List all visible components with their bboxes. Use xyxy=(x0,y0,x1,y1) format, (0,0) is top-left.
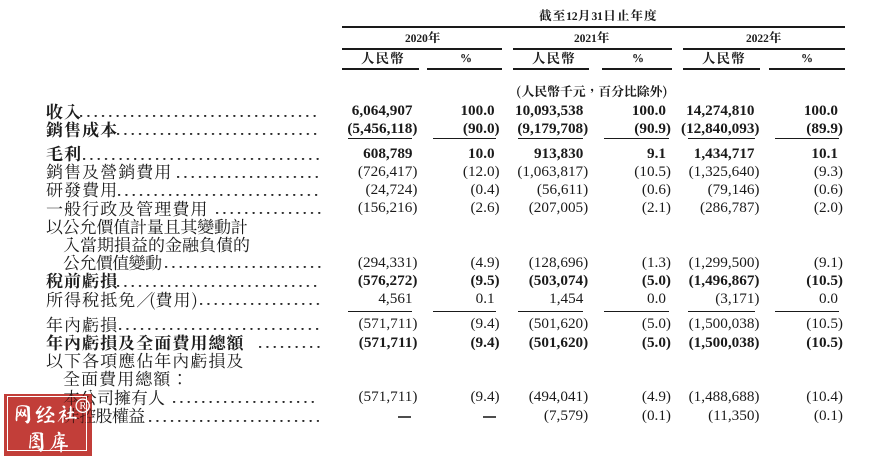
svg-text:R: R xyxy=(79,401,86,412)
